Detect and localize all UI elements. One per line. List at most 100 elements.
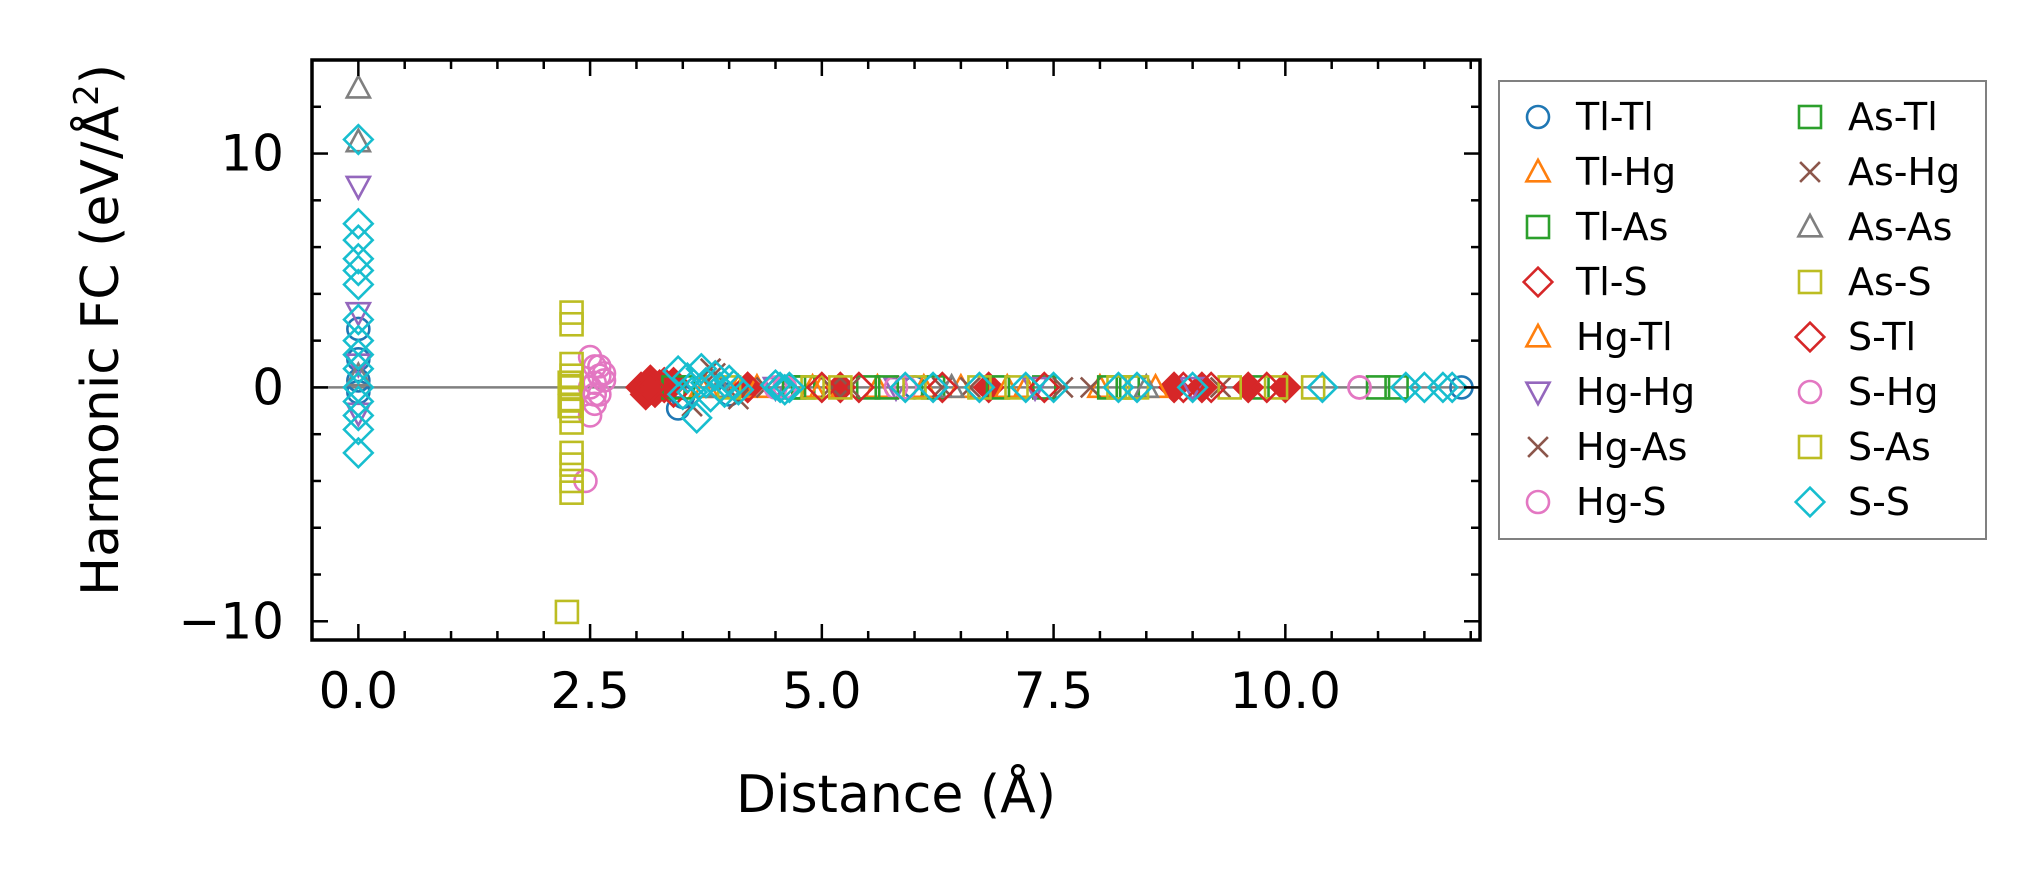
legend-marker: [1525, 489, 1551, 515]
legend-label: Hg-Tl: [1576, 315, 1673, 359]
data-point: [342, 436, 375, 470]
legend-entry-tl-as: Tl-As: [1525, 205, 1668, 249]
y-tick-label: 0: [252, 358, 284, 416]
data-point: [1250, 371, 1283, 404]
data-point: [773, 371, 806, 404]
data-point: [985, 375, 1011, 400]
legend-entry-tl-s: Tl-S: [1521, 260, 1648, 304]
legend-label: S-Hg: [1848, 370, 1939, 414]
data-point: [963, 371, 996, 404]
legend-entry-as-as: As-As: [1796, 205, 1952, 249]
legend: Tl-Tl Tl-Hg Tl-As Tl-S Hg-Tl Hg-Hg Hg-As Hg-S As…: [1498, 80, 1987, 540]
data-point: [342, 268, 375, 301]
legend-entry-as-hg: As-Hg: [1799, 150, 1960, 194]
axis-ticks: 0.0 2.5 5.0 7.5 10.0 −10 0 10: [178, 58, 1480, 720]
data-point: [557, 393, 583, 419]
legend-entry-hg-tl: Hg-Tl: [1524, 315, 1673, 359]
legend-marker: [1793, 320, 1827, 354]
data-point: [838, 376, 861, 399]
data-point: [1209, 376, 1232, 399]
y-axis-label-end: ): [71, 64, 131, 84]
x-axis-label: Distance (Å): [736, 763, 1056, 825]
x-tick-label: 2.5: [550, 662, 630, 720]
data-point: [1106, 375, 1131, 400]
y-axis-label-superscript: 2: [67, 84, 107, 106]
data-point: [344, 175, 373, 202]
data-point: [342, 399, 375, 432]
data-point: [800, 375, 825, 400]
data-point: [342, 338, 375, 371]
legend-marker: [1793, 485, 1827, 519]
data-point: [889, 371, 922, 404]
data-point: [1306, 371, 1339, 404]
legend-label: Tl-As: [1575, 205, 1668, 249]
data-point: [759, 368, 792, 402]
legend-entry-s-hg: S-Hg: [1797, 370, 1939, 414]
y-tick-label: 10: [220, 125, 284, 183]
legend-label: S-S: [1848, 480, 1910, 524]
data-point: [1347, 375, 1372, 400]
legend-entry-s-tl: S-Tl: [1793, 315, 1916, 359]
data-point: [722, 373, 755, 406]
x-tick-label: 5.0: [782, 662, 862, 720]
data-point: [554, 599, 580, 625]
data-point: [591, 361, 617, 386]
data-point: [874, 375, 900, 400]
data-point: [342, 207, 375, 240]
legend-marker: [1527, 436, 1549, 458]
series-as-as: [344, 73, 1161, 399]
data-point: [671, 361, 704, 395]
data-point: [1384, 375, 1409, 400]
legend-entry-tl-hg: Tl-Hg: [1524, 150, 1676, 194]
y-axis-label: Harmonic FC (eV/Å2): [67, 64, 131, 596]
legend-label: As-S: [1848, 260, 1932, 304]
data-point: [587, 354, 612, 379]
data-point: [926, 371, 959, 404]
legend-entry-s-as: S-As: [1797, 425, 1931, 469]
data-point: [1176, 371, 1209, 404]
legend-entry-tl-tl: Tl-Tl: [1525, 95, 1654, 139]
legend-marker: [1525, 214, 1551, 240]
data-point: [967, 375, 992, 400]
data-point: [666, 378, 699, 411]
legend-marker: [1797, 379, 1823, 405]
data-point: [708, 375, 741, 409]
data-point: [959, 376, 981, 399]
data-point: [1217, 375, 1243, 400]
series-s-tl: [634, 366, 1283, 409]
data-point: [1004, 375, 1029, 400]
legend-marker: [1796, 212, 1824, 238]
data-point: [344, 301, 373, 328]
data-point: [1032, 375, 1057, 400]
legend-label: As-As: [1848, 205, 1952, 249]
data-point: [557, 370, 583, 396]
plot-area-frame: [310, 58, 1482, 642]
data-points: [342, 73, 1474, 625]
data-point: [657, 366, 690, 399]
data-point: [342, 413, 375, 446]
data-point: [1052, 376, 1074, 399]
data-point: [731, 371, 764, 404]
data-point: [1124, 375, 1150, 400]
legend-entry-hg-as: Hg-As: [1527, 425, 1687, 469]
data-point: [559, 311, 584, 337]
legend-label: As-Tl: [1848, 95, 1938, 139]
legend-marker: [1797, 434, 1823, 460]
data-point: [882, 376, 910, 403]
x-tick-label: 7.5: [1014, 662, 1094, 720]
data-point: [344, 360, 373, 387]
data-point: [559, 410, 584, 435]
data-point: [342, 254, 375, 287]
data-point: [342, 242, 375, 275]
data-point: [634, 371, 667, 404]
data-point: [855, 375, 881, 400]
data-point: [1263, 375, 1289, 400]
legend-entry-as-tl: As-Tl: [1797, 95, 1938, 139]
legend-marker: [1797, 104, 1823, 130]
data-point: [768, 373, 801, 406]
data-point: [1426, 371, 1460, 404]
data-point: [1436, 371, 1469, 404]
data-point: [805, 371, 838, 404]
legend-label: S-Tl: [1848, 315, 1916, 359]
